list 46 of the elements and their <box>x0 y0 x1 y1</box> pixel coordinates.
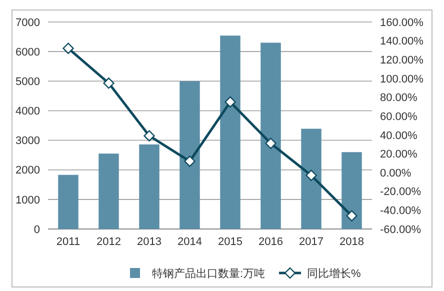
y2-tick-label: 160.00% <box>380 16 424 29</box>
bar <box>139 144 160 229</box>
bar <box>301 128 322 229</box>
y2-tick-label: -40.00% <box>380 205 422 218</box>
y2-tick-label: 120.00% <box>380 54 424 66</box>
y-tick-label: 3000 <box>16 135 40 148</box>
bar <box>58 174 78 229</box>
y-tick-label: 7000 <box>16 16 40 29</box>
point <box>184 156 196 167</box>
x-tick-label: 2012 <box>96 236 121 248</box>
y-tick-label: 6000 <box>16 46 40 58</box>
y-tick-label: 4000 <box>16 106 40 118</box>
bar <box>220 36 240 229</box>
x-tick-label: 2014 <box>178 236 202 248</box>
y-tick-label: 0 <box>34 224 40 236</box>
y2-tick-label: -60.00% <box>380 224 422 236</box>
y2-tick-label: 140.00% <box>380 36 424 48</box>
y2-tick-label: 100.00% <box>380 73 424 86</box>
point <box>144 130 155 142</box>
point <box>346 210 358 222</box>
y-tick-label: 2000 <box>16 164 40 177</box>
legend-label: 同比增长% <box>307 266 361 280</box>
bar <box>260 42 281 229</box>
bar <box>342 152 362 229</box>
y2-tick-label: 60.00% <box>380 110 418 123</box>
y2-tick-label: 0.00% <box>380 167 412 180</box>
point <box>265 138 276 149</box>
x-tick-label: 2018 <box>340 236 364 248</box>
y2-tick-label: 40.00% <box>380 130 418 142</box>
legend-label: 特钢产品出口数量:万吨 <box>152 266 266 280</box>
y2-tick-label: 80.00% <box>380 92 418 104</box>
point <box>224 96 236 108</box>
x-tick-label: 2013 <box>137 236 162 248</box>
y2-tick-label: -20.00% <box>380 186 422 198</box>
bar <box>180 81 200 229</box>
point <box>62 42 74 54</box>
y2-tick-label: 20.00% <box>380 148 418 161</box>
bar <box>98 154 119 229</box>
x-tick-label: 2011 <box>56 236 80 248</box>
x-tick-label: 2016 <box>258 236 283 248</box>
point <box>306 170 317 181</box>
point <box>103 78 114 89</box>
y-tick-label: 1000 <box>16 194 40 206</box>
x-tick-label: 2017 <box>299 236 324 248</box>
y-tick-label: 5000 <box>16 76 40 88</box>
x-tick-label: 2015 <box>218 236 242 248</box>
